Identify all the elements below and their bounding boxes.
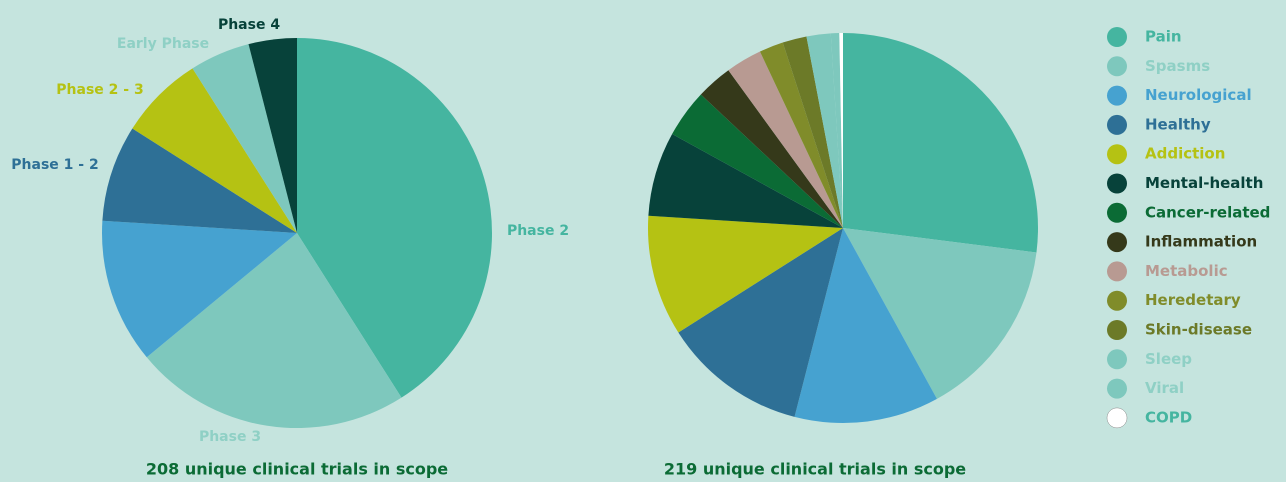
legend-label: Metabolic <box>1145 262 1228 280</box>
caption: 208 unique clinical trials in scope <box>146 460 448 479</box>
caption: 219 unique clinical trials in scope <box>664 460 966 479</box>
pie-slice <box>843 228 1037 399</box>
legend-marker <box>1106 407 1128 429</box>
legend-label: COPD <box>1145 408 1192 426</box>
legend-marker <box>1107 349 1127 370</box>
pie-slice <box>678 228 843 417</box>
legend-label: Skin-disease <box>1145 321 1252 339</box>
pie-slice <box>806 33 843 228</box>
pie-slice <box>759 42 843 229</box>
legend-marker <box>1107 320 1127 340</box>
legend-marker <box>1107 85 1127 106</box>
pie-slice <box>102 128 297 233</box>
legend-marker <box>1107 290 1127 311</box>
pie-slice <box>102 220 298 358</box>
slice-label: Phase 2 - 3 <box>56 82 143 98</box>
legend-label: Pain <box>1145 28 1182 46</box>
legend-label: Healthy <box>1145 115 1211 133</box>
pie-slice <box>672 94 843 229</box>
legend-label: Neurological <box>1145 86 1252 104</box>
slice-label: Phase 3 <box>199 429 261 445</box>
pie-slice <box>648 134 843 228</box>
slice-label: Phase 4 <box>218 17 280 33</box>
legend-label: Sleep <box>1145 350 1192 368</box>
slice-label: Phase 2 <box>507 223 569 239</box>
legend-marker <box>1107 232 1127 253</box>
legend-marker <box>1107 261 1127 282</box>
pie-slice <box>132 68 297 234</box>
slice-label: Phase 1 - 2 <box>11 157 98 173</box>
legend-label: Cancer-related <box>1145 203 1270 221</box>
legend-marker <box>1107 27 1127 47</box>
legend-label: Inflammation <box>1145 233 1257 251</box>
pie-slice <box>700 70 843 228</box>
pie-slice <box>192 44 297 233</box>
legend-marker <box>1107 144 1127 165</box>
legend-label: Mental-health <box>1145 174 1263 192</box>
legend-marker <box>1107 378 1127 399</box>
pie-slice <box>830 33 843 229</box>
legend-marker <box>1107 173 1127 194</box>
pie-slice <box>839 33 843 228</box>
legend-marker <box>1107 56 1127 77</box>
pie-slice <box>248 38 297 233</box>
pie-slice <box>297 38 493 398</box>
legend-label: Heredetary <box>1145 291 1241 309</box>
pie-slice <box>794 228 937 423</box>
pie-slice <box>728 51 843 229</box>
legend-marker <box>1107 202 1127 223</box>
pie-slice <box>843 33 1038 253</box>
pie-slice <box>648 215 843 333</box>
pie-slice <box>782 36 843 229</box>
legend-label: Spasms <box>1145 57 1210 75</box>
legend-marker <box>1107 114 1127 135</box>
pie-slice <box>146 233 402 429</box>
legend-label: Viral <box>1145 379 1184 397</box>
legend-label: Addiction <box>1145 145 1225 163</box>
slice-label: Early Phase <box>117 36 209 52</box>
